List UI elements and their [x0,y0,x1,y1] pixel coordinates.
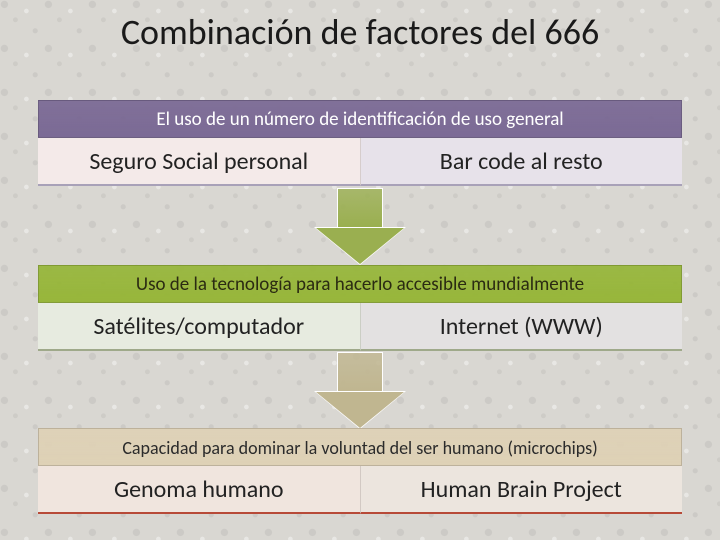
block-cell-left: Seguro Social personal [38,138,361,186]
block-header: Uso de la tecnología para hacerlo accesi… [38,265,682,303]
slide-title: Combinación de factores del 666 [0,10,720,54]
block-0: El uso de un número de identificación de… [38,100,682,186]
block-cell-right: Human Brain Project [361,466,683,514]
arrow-stem-1 [337,352,383,392]
arrow-stem-0 [337,188,383,228]
arrow-head-icon [316,228,404,264]
block-cell-right: Bar code al resto [361,138,683,186]
block-1: Uso de la tecnología para hacerlo accesi… [38,265,682,351]
slide: Combinación de factores del 666 El uso d… [0,0,720,540]
block-cell-left: Genoma humano [38,466,361,514]
block-cell-left: Satélites/computador [38,303,361,351]
block-row: Satélites/computadorInternet (WWW) [38,303,682,351]
block-cell-right: Internet (WWW) [361,303,683,351]
block-row: Seguro Social personalBar code al resto [38,138,682,186]
block-row: Genoma humanoHuman Brain Project [38,466,682,514]
block-header: Capacidad para dominar la voluntad del s… [38,428,682,466]
block-2: Capacidad para dominar la voluntad del s… [38,428,682,514]
block-header: El uso de un número de identificación de… [38,100,682,138]
arrow-head-icon [316,392,404,428]
